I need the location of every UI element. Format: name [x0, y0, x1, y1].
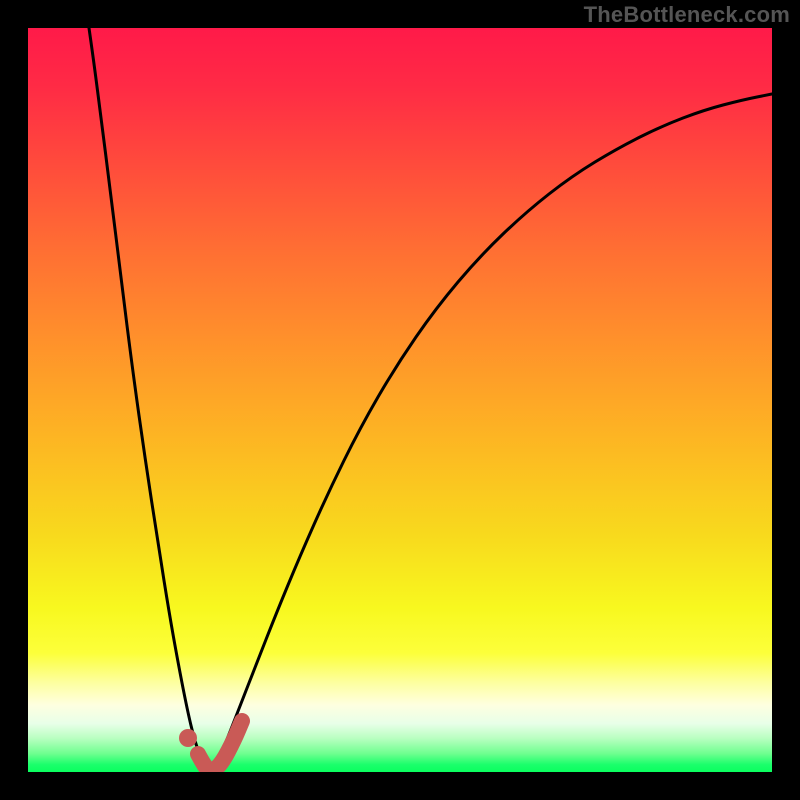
- accent-dot: [179, 729, 197, 747]
- plot-area: [28, 28, 772, 772]
- chart-frame: TheBottleneck.com: [0, 0, 800, 800]
- watermark-text: TheBottleneck.com: [584, 2, 790, 28]
- bottleneck-curve-chart: [28, 28, 772, 772]
- gradient-background: [28, 28, 772, 772]
